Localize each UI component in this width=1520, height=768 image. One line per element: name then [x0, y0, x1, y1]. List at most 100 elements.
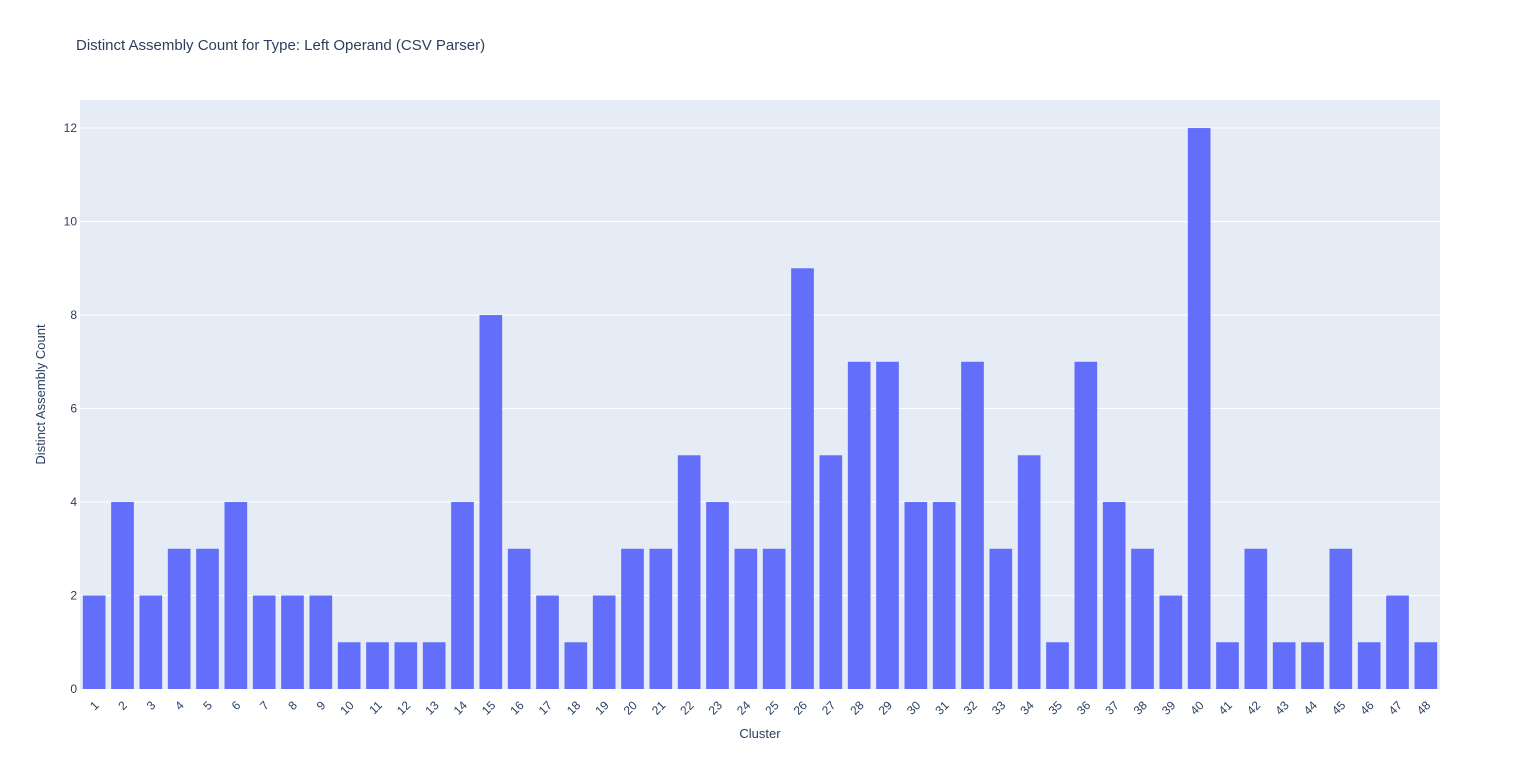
x-tick-label: 45	[1329, 698, 1349, 718]
bar-cluster-19[interactable]	[592, 595, 616, 689]
x-tick-label: 30	[904, 698, 924, 718]
bar-cluster-43[interactable]	[1272, 642, 1296, 689]
bar-cluster-38[interactable]	[1131, 548, 1154, 689]
plot-area	[80, 100, 1440, 689]
chart-title: Distinct Assembly Count for Type: Left O…	[76, 37, 485, 54]
y-tick-label: 8	[70, 308, 77, 322]
bar-cluster-44[interactable]	[1301, 642, 1324, 689]
bar-cluster-23[interactable]	[706, 502, 729, 689]
x-tick-label: 37	[1102, 698, 1122, 718]
bar-cluster-39[interactable]	[1159, 595, 1183, 689]
bar-cluster-15[interactable]	[479, 315, 503, 689]
bar-cluster-18[interactable]	[564, 642, 588, 689]
x-tick-label: 35	[1046, 698, 1066, 718]
x-tick-label: 4	[172, 698, 187, 713]
bar-cluster-11[interactable]	[366, 642, 389, 689]
x-tick-label: 41	[1216, 698, 1236, 718]
x-tick-label: 27	[819, 698, 839, 718]
bar-cluster-33[interactable]	[989, 548, 1013, 689]
x-tick-label: 19	[592, 698, 612, 718]
y-tick-label: 10	[64, 215, 78, 229]
bar-cluster-30[interactable]	[904, 502, 928, 689]
bar-cluster-47[interactable]	[1386, 595, 1409, 689]
x-tick-label: 20	[621, 698, 641, 718]
bar-cluster-12[interactable]	[394, 642, 418, 689]
x-tick-label: 26	[791, 698, 811, 718]
bar-cluster-41[interactable]	[1216, 642, 1239, 689]
bar-cluster-45[interactable]	[1329, 548, 1353, 689]
bar-cluster-34[interactable]	[1017, 455, 1041, 689]
x-tick-label: 34	[1017, 698, 1037, 718]
x-tick-label: 36	[1074, 698, 1094, 718]
bar-cluster-14[interactable]	[451, 502, 474, 689]
bar-cluster-46[interactable]	[1357, 642, 1381, 689]
bar-cluster-2[interactable]	[111, 502, 134, 689]
bar-cluster-5[interactable]	[196, 548, 219, 689]
x-tick-label: 48	[1414, 698, 1434, 718]
x-tick-label: 8	[285, 698, 300, 713]
bar-cluster-32[interactable]	[961, 361, 984, 689]
bar-cluster-3[interactable]	[139, 595, 163, 689]
x-tick-label: 33	[989, 698, 1009, 718]
x-tick-label: 16	[507, 698, 527, 718]
x-tick-label: 10	[337, 698, 357, 718]
x-tick-label: 3	[144, 698, 159, 713]
bar-cluster-28[interactable]	[847, 361, 871, 689]
bar-cluster-8[interactable]	[281, 595, 304, 689]
x-tick-label: 7	[257, 698, 272, 713]
x-tick-label: 9	[314, 698, 329, 713]
bar-cluster-1[interactable]	[82, 595, 106, 689]
bar-cluster-13[interactable]	[422, 642, 446, 689]
x-tick-label: 44	[1301, 698, 1321, 718]
x-tick-label: 1	[87, 698, 102, 713]
x-tick-label: 46	[1357, 698, 1377, 718]
bar-cluster-21[interactable]	[649, 548, 673, 689]
y-tick-label: 12	[64, 121, 78, 135]
x-tick-label: 6	[229, 698, 244, 713]
x-tick-label: 15	[479, 698, 499, 718]
y-tick-label: 6	[70, 402, 77, 416]
bar-cluster-6[interactable]	[224, 502, 248, 689]
bar-cluster-16[interactable]	[507, 548, 531, 689]
bar-cluster-22[interactable]	[677, 455, 701, 689]
x-tick-label: 21	[649, 698, 669, 718]
x-tick-label: 29	[876, 698, 896, 718]
bar-cluster-10[interactable]	[337, 642, 361, 689]
x-tick-label: 43	[1272, 698, 1292, 718]
bar-cluster-29[interactable]	[876, 361, 899, 689]
x-tick-label: 13	[422, 698, 442, 718]
bar-cluster-36[interactable]	[1074, 361, 1098, 689]
y-tick-label: 0	[70, 682, 77, 696]
gridlines	[80, 127, 1440, 597]
x-tick-label: 17	[536, 698, 556, 718]
bar-cluster-9[interactable]	[309, 595, 333, 689]
bar-cluster-4[interactable]	[167, 548, 191, 689]
x-axis-title: Cluster	[739, 726, 781, 741]
y-tick-label: 4	[70, 495, 77, 509]
y-axis-title: Distinct Assembly Count	[33, 324, 48, 465]
bar-cluster-20[interactable]	[621, 548, 644, 689]
bar-cluster-26[interactable]	[791, 268, 814, 689]
x-tick-label: 18	[564, 698, 584, 718]
bar-cluster-25[interactable]	[762, 548, 786, 689]
bar-cluster-42[interactable]	[1244, 548, 1268, 689]
bar-cluster-27[interactable]	[819, 455, 843, 689]
bar-cluster-35[interactable]	[1046, 642, 1069, 689]
x-tick-label: 25	[762, 698, 782, 718]
x-tick-label: 11	[366, 698, 385, 717]
bar-cluster-31[interactable]	[932, 502, 956, 689]
bar-cluster-17[interactable]	[536, 595, 559, 689]
x-tick-label: 31	[932, 698, 952, 718]
bar-cluster-40[interactable]	[1187, 128, 1211, 690]
x-tick-label: 12	[394, 698, 414, 718]
bar-cluster-7[interactable]	[252, 595, 276, 689]
y-tick-label: 2	[70, 589, 77, 603]
bar-cluster-24[interactable]	[734, 548, 758, 689]
x-tick-label: 32	[961, 698, 981, 718]
x-tick-label: 40	[1187, 698, 1207, 718]
bar-cluster-48[interactable]	[1414, 642, 1438, 689]
x-tick-label: 23	[706, 698, 726, 718]
bar-cluster-37[interactable]	[1102, 502, 1126, 689]
y-axis-ticks: 0 2 4 6 8 10 12	[64, 121, 78, 696]
